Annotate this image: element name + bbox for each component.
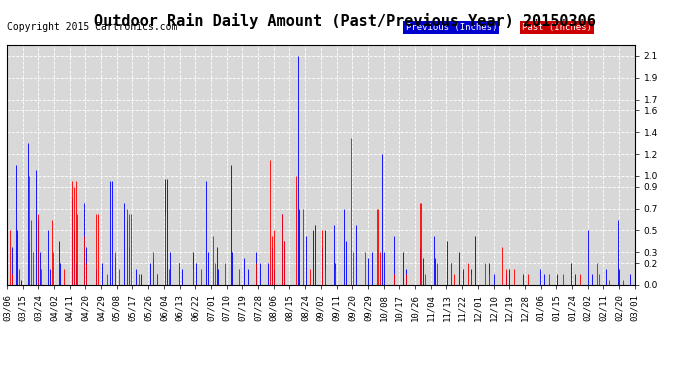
Text: Previous (Inches): Previous (Inches) <box>406 23 497 32</box>
Text: Outdoor Rain Daily Amount (Past/Previous Year) 20150306: Outdoor Rain Daily Amount (Past/Previous… <box>94 13 596 29</box>
Text: Copyright 2015 Cartronics.com: Copyright 2015 Cartronics.com <box>7 22 177 32</box>
Text: Past (Inches): Past (Inches) <box>522 23 591 32</box>
